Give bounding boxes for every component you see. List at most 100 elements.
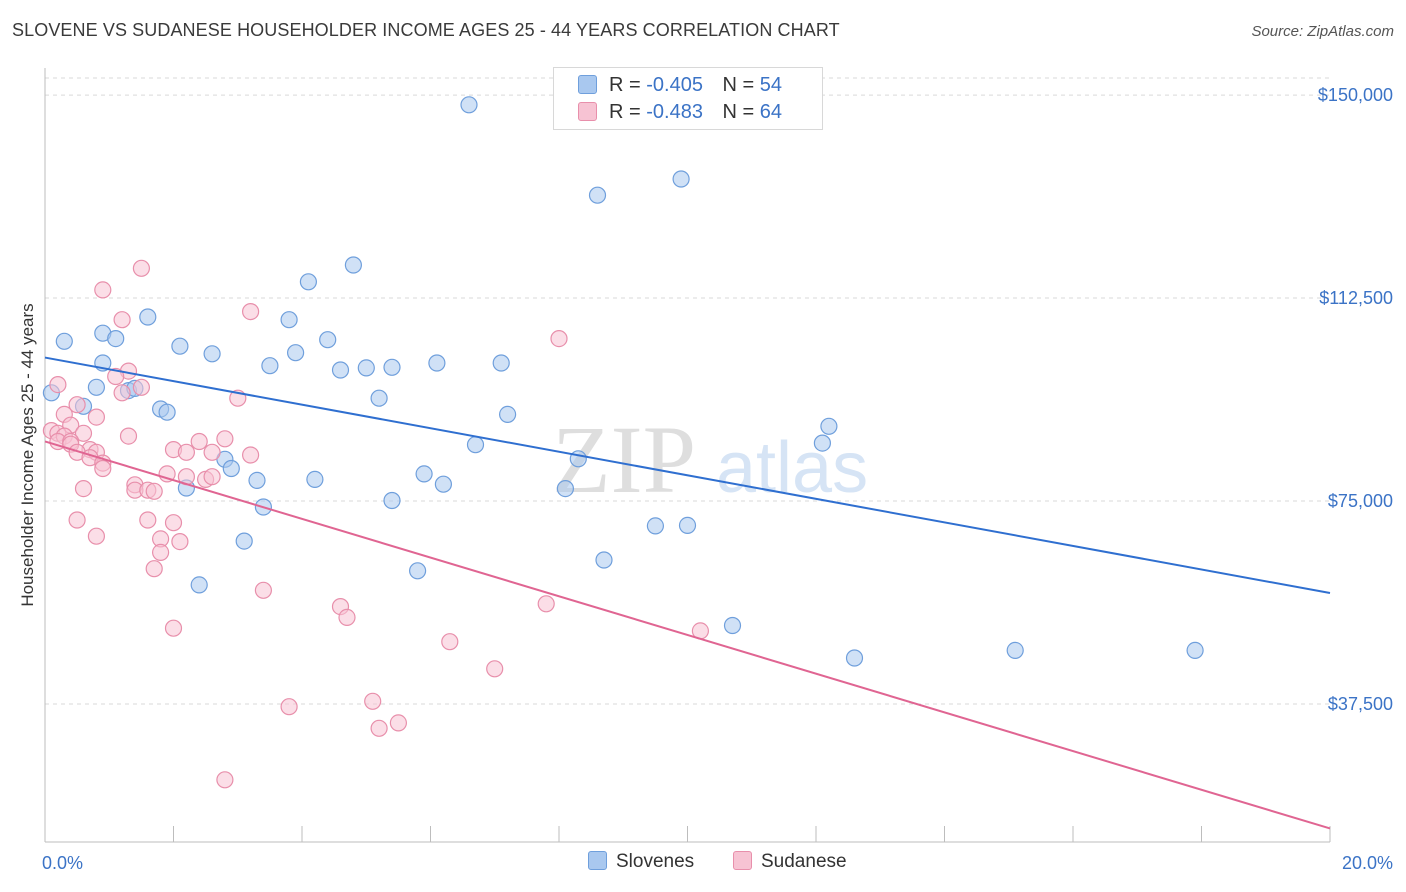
slovenes-point xyxy=(415,465,433,483)
slovenes-trend-line xyxy=(44,356,1331,595)
slovenes-point xyxy=(203,345,221,363)
slovenes-point xyxy=(678,516,697,535)
slovenes-point xyxy=(222,459,240,478)
stats-legend: R = -0.405 N = 54 R = -0.483 N = 64 xyxy=(553,67,823,130)
slovenes-point xyxy=(820,417,838,435)
sudanese-point xyxy=(537,595,555,613)
sudanese-point xyxy=(389,714,407,732)
sudanese-point xyxy=(190,432,208,451)
slovenes-point xyxy=(556,480,575,498)
y-tick-label: $112,500 xyxy=(1319,288,1393,308)
y-tick-label: $37,500 xyxy=(1328,694,1393,714)
sudanese-point xyxy=(107,367,125,386)
slovenes-point xyxy=(813,434,832,452)
axes xyxy=(44,68,1331,843)
stats-row-slovenes: R = -0.405 N = 54 xyxy=(578,74,782,102)
x-tick-label-max: 20.0% xyxy=(1342,853,1393,873)
sudanese-n-value: 64 xyxy=(759,101,783,123)
slovenes-n-value: 54 xyxy=(759,74,783,96)
slovenes-point xyxy=(1186,641,1204,660)
sudanese-point xyxy=(216,430,234,448)
slovenes-point xyxy=(248,471,266,489)
watermark-atlas: atlas xyxy=(716,428,868,508)
sudanese-point xyxy=(113,384,131,402)
slovenes-point xyxy=(357,359,375,377)
sudanese-point xyxy=(74,480,93,498)
slovenes-point xyxy=(370,389,388,407)
slovenes-point xyxy=(87,378,106,396)
slovenes-point xyxy=(460,96,478,114)
slovenes-point xyxy=(190,576,208,594)
slovenes-legend-label: Slovenes xyxy=(616,851,695,872)
y-axis-title: Householder Income Ages 25 - 44 years xyxy=(18,303,37,606)
y-tick-label: $150,000 xyxy=(1318,85,1393,105)
sudanese-point xyxy=(216,771,234,789)
sudanese-point xyxy=(242,303,260,321)
sudanese-r-value: -0.483 xyxy=(646,101,703,123)
y-tick-label: $75,000 xyxy=(1328,491,1393,511)
slovenes-point xyxy=(595,551,613,569)
x-tick-label-min: 0.0% xyxy=(42,853,83,873)
sudanese-legend-swatch xyxy=(733,851,752,870)
sudanese-point xyxy=(68,511,86,529)
sudanese-point xyxy=(370,719,388,737)
slovenes-point xyxy=(434,475,452,493)
sudanese-trend-line xyxy=(44,440,1331,830)
slovenes-point xyxy=(261,357,279,375)
slovenes-point xyxy=(383,491,401,510)
slovenes-point xyxy=(319,331,337,349)
slovenes-point xyxy=(107,330,125,348)
legend-item-sudanese[interactable]: Sudanese xyxy=(733,851,847,873)
slovenes-point xyxy=(428,354,446,372)
sudanese-point xyxy=(203,443,221,461)
source-label: Source: ZipAtlas.com xyxy=(1251,23,1394,40)
sudanese-point xyxy=(338,608,356,627)
slovenes-point xyxy=(306,470,324,488)
sudanese-point xyxy=(145,482,163,500)
slovenes-point xyxy=(331,361,350,379)
slovenes-point xyxy=(287,344,305,362)
sudanese-point xyxy=(119,427,138,445)
slovenes-point xyxy=(569,450,587,468)
slovenes-point xyxy=(499,405,517,423)
slovenes-point xyxy=(1006,641,1024,660)
slovenes-point xyxy=(280,311,298,329)
sudanese-point xyxy=(94,281,112,299)
slovenes-point xyxy=(409,562,427,580)
sudanese-point xyxy=(164,514,183,532)
sudanese-point xyxy=(171,532,189,551)
sudanese-point xyxy=(550,330,568,348)
slovenes-point xyxy=(55,332,73,350)
slovenes-point xyxy=(383,358,401,376)
sudanese-point xyxy=(242,446,260,464)
sudanese-point xyxy=(152,543,170,562)
sudanese-legend-label: Sudanese xyxy=(761,851,847,872)
slovenes-point xyxy=(588,186,607,204)
slovenes-r-value: -0.405 xyxy=(646,74,703,96)
sudanese-point xyxy=(68,396,86,414)
sudanese-point xyxy=(49,376,67,394)
sudanese-point xyxy=(94,459,112,478)
slovenes-point xyxy=(492,354,510,372)
slovenes-point xyxy=(845,649,864,667)
legend-item-slovenes[interactable]: Slovenes xyxy=(588,851,694,873)
sudanese-point xyxy=(87,408,106,426)
sudanese-point xyxy=(177,443,195,461)
sudanese-point xyxy=(364,692,382,710)
sudanese-point xyxy=(280,698,298,716)
slovenes-point xyxy=(466,436,485,454)
sudanese-point xyxy=(74,424,93,442)
stats-row-sudanese: R = -0.483 N = 64 xyxy=(578,101,782,129)
slovenes-swatch xyxy=(578,75,597,94)
sudanese-point xyxy=(139,511,157,529)
slovenes-point xyxy=(646,517,665,535)
slovenes-point xyxy=(672,170,690,188)
slovenes-point xyxy=(139,308,157,326)
slovenes-point xyxy=(158,403,176,421)
sudanese-point xyxy=(203,468,221,486)
slovenes-point xyxy=(299,273,317,291)
sudanese-point xyxy=(87,527,106,545)
sudanese-point xyxy=(145,560,163,578)
slovenes-point xyxy=(344,256,362,274)
